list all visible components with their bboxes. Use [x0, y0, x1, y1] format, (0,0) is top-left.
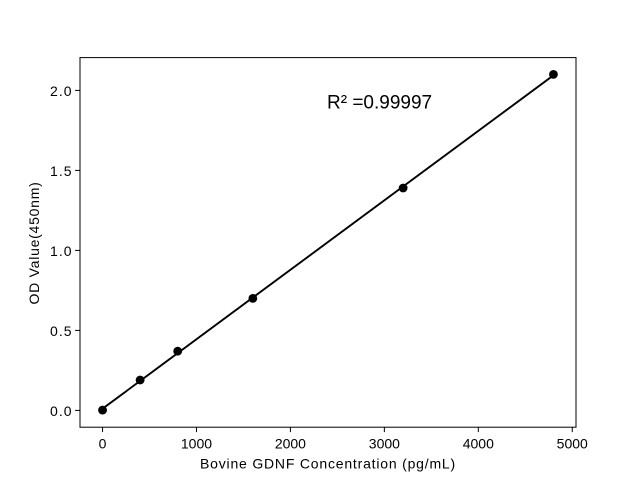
svg-text:Bovine GDNF Concentration (pg/: Bovine GDNF Concentration (pg/mL) [200, 456, 456, 472]
svg-text:OD Value(450nm): OD Value(450nm) [26, 181, 42, 304]
svg-text:2000: 2000 [275, 435, 306, 451]
svg-text:0.0: 0.0 [50, 403, 72, 419]
svg-text:1.5: 1.5 [50, 163, 72, 179]
svg-text:3000: 3000 [369, 435, 400, 451]
svg-text:R² =0.99997: R² =0.99997 [327, 93, 432, 114]
svg-text:0: 0 [99, 435, 107, 451]
svg-text:1000: 1000 [181, 435, 212, 451]
svg-text:1.0: 1.0 [50, 243, 72, 259]
svg-text:2.0: 2.0 [50, 83, 72, 99]
svg-text:5000: 5000 [557, 435, 588, 451]
svg-text:4000: 4000 [463, 435, 494, 451]
svg-text:0.5: 0.5 [50, 323, 72, 339]
